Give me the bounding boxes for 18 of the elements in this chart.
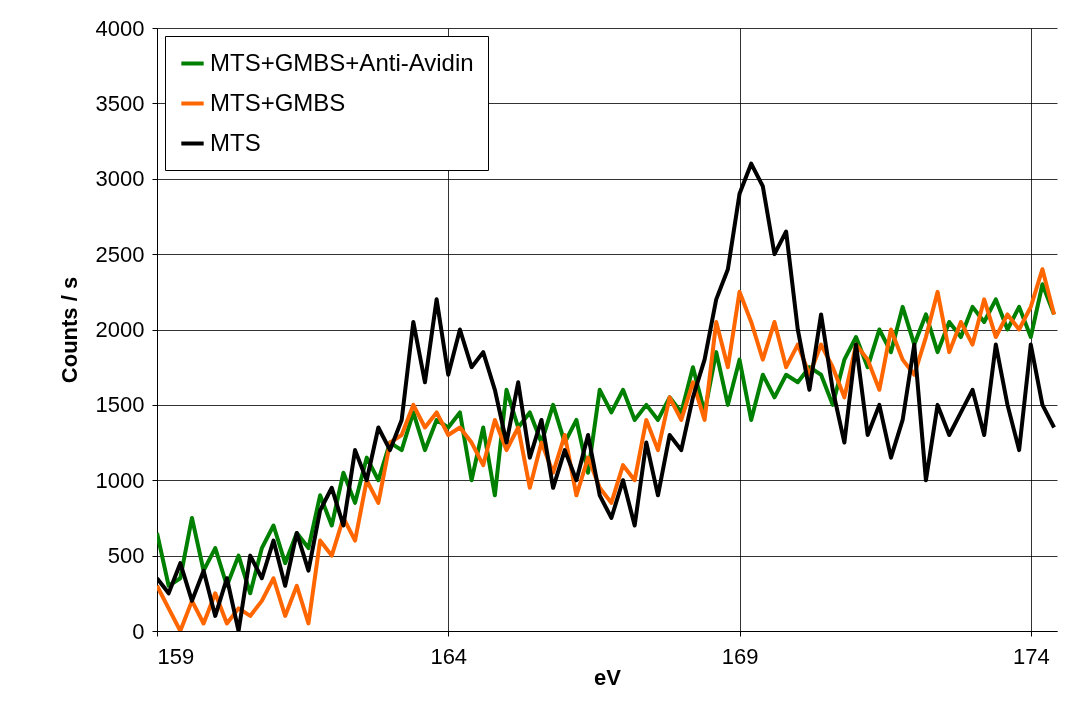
y-tick-label: 0 <box>132 618 145 644</box>
x-tick-label: 169 <box>721 643 759 669</box>
y-tick-label: 500 <box>107 543 145 569</box>
y-tick-label: 2000 <box>95 317 145 342</box>
x-tick-label: 174 <box>1012 643 1050 669</box>
y-axis-title: Counts / s <box>56 276 82 384</box>
y-tick-label: 2500 <box>95 241 145 267</box>
x-tick-label: 159 <box>157 643 195 669</box>
y-tick-label: 1500 <box>95 392 145 418</box>
legend-label: MTS+GMBS+Anti-Avidin <box>210 48 474 76</box>
y-tick-label: 3500 <box>95 90 145 116</box>
legend-label: MTS+GMBS <box>210 88 346 116</box>
y-tick-label: 1000 <box>95 467 145 493</box>
y-tick-label: 3000 <box>95 166 145 192</box>
x-tick-label: 164 <box>430 643 468 669</box>
legend-label: MTS <box>210 128 261 156</box>
x-axis-title: eV <box>594 664 622 690</box>
y-tick-label: 4000 <box>95 15 145 41</box>
